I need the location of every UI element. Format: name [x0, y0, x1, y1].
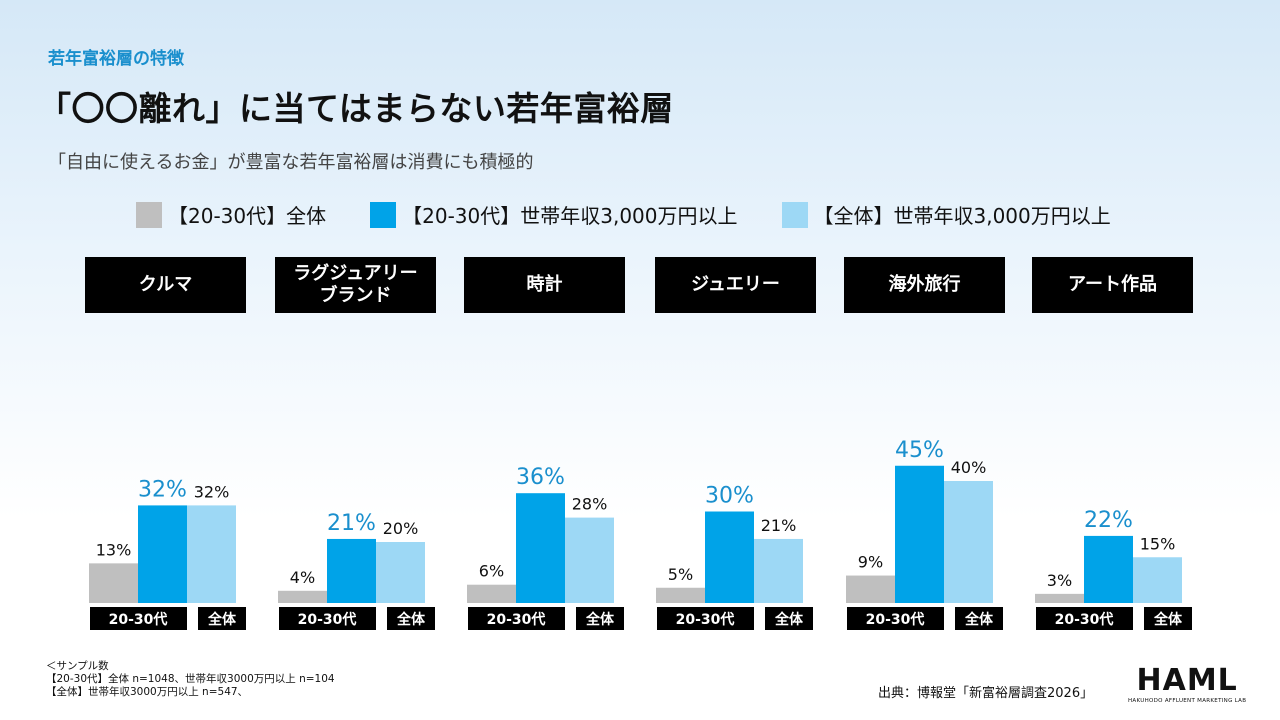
bar-2	[327, 538, 376, 603]
group-label: 20-30代	[1055, 611, 1114, 628]
legend-label: 【20-30代】世帯年収3,000万円以上	[402, 204, 738, 228]
bar-3	[944, 481, 993, 603]
legend-swatch-light-blue	[781, 201, 808, 228]
group-label-box	[657, 607, 754, 630]
group-label: 全体	[207, 611, 237, 628]
haml-logo: HAML HAKUHODO AFFLUENT MARKETING LAB	[1128, 663, 1247, 705]
bar-2	[895, 465, 944, 603]
chart-legend: 【20-30代】全体 【20-30代】世帯年収3,000万円以上 【全体】世帯年…	[136, 200, 1155, 229]
data-label: 36%	[516, 465, 565, 490]
group-label: 20-30代	[109, 611, 168, 628]
category-header: アート作品	[1032, 257, 1193, 313]
group-label: 20-30代	[676, 611, 735, 628]
data-label: 28%	[572, 495, 608, 514]
category-header: ラグジュアリー ブランド	[275, 257, 436, 313]
group-label-box	[387, 607, 435, 630]
footnote-line: 【20-30代】全体 n=1048、世帯年収3000万円以上 n=104	[46, 673, 335, 685]
data-label: 20%	[383, 519, 419, 538]
page-subtitle: 「自由に使えるお金」が豊富な若年富裕層は消費にも積極的	[48, 152, 534, 173]
data-label: 6%	[479, 562, 504, 581]
sample-size-notes: ＜サンプル数 【20-30代】全体 n=1048、世帯年収3000万円以上 n=…	[46, 660, 335, 699]
legend-label: 【全体】世帯年収3,000万円以上	[813, 204, 1111, 228]
group-label-box	[279, 607, 376, 630]
logo-wordmark: HAML	[1136, 663, 1238, 698]
group-label-box	[576, 607, 624, 630]
bar-3	[187, 505, 236, 603]
legend-swatch-blue	[370, 201, 397, 228]
data-label: 45%	[895, 438, 944, 463]
bar-3	[1133, 557, 1182, 603]
data-label: 5%	[668, 565, 693, 584]
bar-1	[467, 584, 516, 603]
bar-3	[754, 538, 803, 603]
bar-2	[516, 493, 565, 603]
group-label: 全体	[585, 611, 615, 628]
legend-item-light-blue: 【全体】世帯年収3,000万円以上	[781, 200, 1111, 229]
logo-tagline: HAKUHODO AFFLUENT MARKETING LAB	[1128, 698, 1247, 704]
data-label: 22%	[1084, 508, 1133, 533]
group-label: 全体	[964, 611, 994, 628]
category-header: ジュエリー	[655, 257, 816, 313]
category-header: 時計	[464, 257, 625, 313]
category-header: 海外旅行	[844, 257, 1005, 313]
data-label: 32%	[194, 482, 230, 501]
legend-label: 【20-30代】全体	[168, 204, 327, 228]
data-label: 4%	[290, 568, 315, 587]
source-note: 出典：博報堂「新富裕層調査2026」	[878, 686, 1094, 701]
bar-1	[846, 575, 895, 603]
data-label: 15%	[1140, 534, 1176, 553]
group-label-box	[955, 607, 1003, 630]
data-label: 9%	[858, 553, 883, 572]
footnote-line: 【全体】世帯年収3000万円以上 n=547、	[46, 686, 249, 698]
group-label: 全体	[774, 611, 804, 628]
group-label: 20-30代	[487, 611, 546, 628]
group-label: 20-30代	[866, 611, 925, 628]
data-label: 30%	[705, 484, 754, 509]
bar-1	[89, 563, 138, 603]
bar-1	[278, 590, 327, 603]
group-label-box	[198, 607, 246, 630]
group-label-box	[468, 607, 565, 630]
data-label: 40%	[951, 458, 987, 477]
bar-1	[656, 587, 705, 603]
bar-2	[138, 505, 187, 603]
group-label-box	[765, 607, 813, 630]
bar-1	[1035, 593, 1084, 603]
bar-3	[376, 542, 425, 603]
group-label: 全体	[1153, 611, 1183, 628]
group-label-box	[90, 607, 187, 630]
data-label: 21%	[761, 516, 797, 535]
group-label-box	[847, 607, 944, 630]
data-label: 13%	[96, 540, 132, 559]
footnote-line: ＜サンプル数	[46, 660, 109, 672]
eyebrow-label: 若年富裕層の特徴	[48, 49, 184, 69]
group-label-box	[1144, 607, 1192, 630]
legend-item-blue: 【20-30代】世帯年収3,000万円以上	[370, 200, 738, 229]
bar-3	[565, 517, 614, 603]
legend-item-gray: 【20-30代】全体	[136, 200, 326, 229]
category-header: クルマ	[85, 257, 246, 313]
data-label: 21%	[327, 511, 376, 536]
legend-swatch-gray	[136, 201, 162, 228]
group-label: 20-30代	[298, 611, 357, 628]
data-label: 3%	[1047, 571, 1072, 590]
group-label-box	[1036, 607, 1133, 630]
bar-2	[705, 511, 754, 603]
bar-2	[1084, 535, 1133, 603]
page-title: 「〇〇離れ」に当てはまらない若年富裕層	[38, 89, 674, 128]
group-label: 全体	[396, 611, 426, 628]
data-label: 32%	[138, 477, 187, 502]
